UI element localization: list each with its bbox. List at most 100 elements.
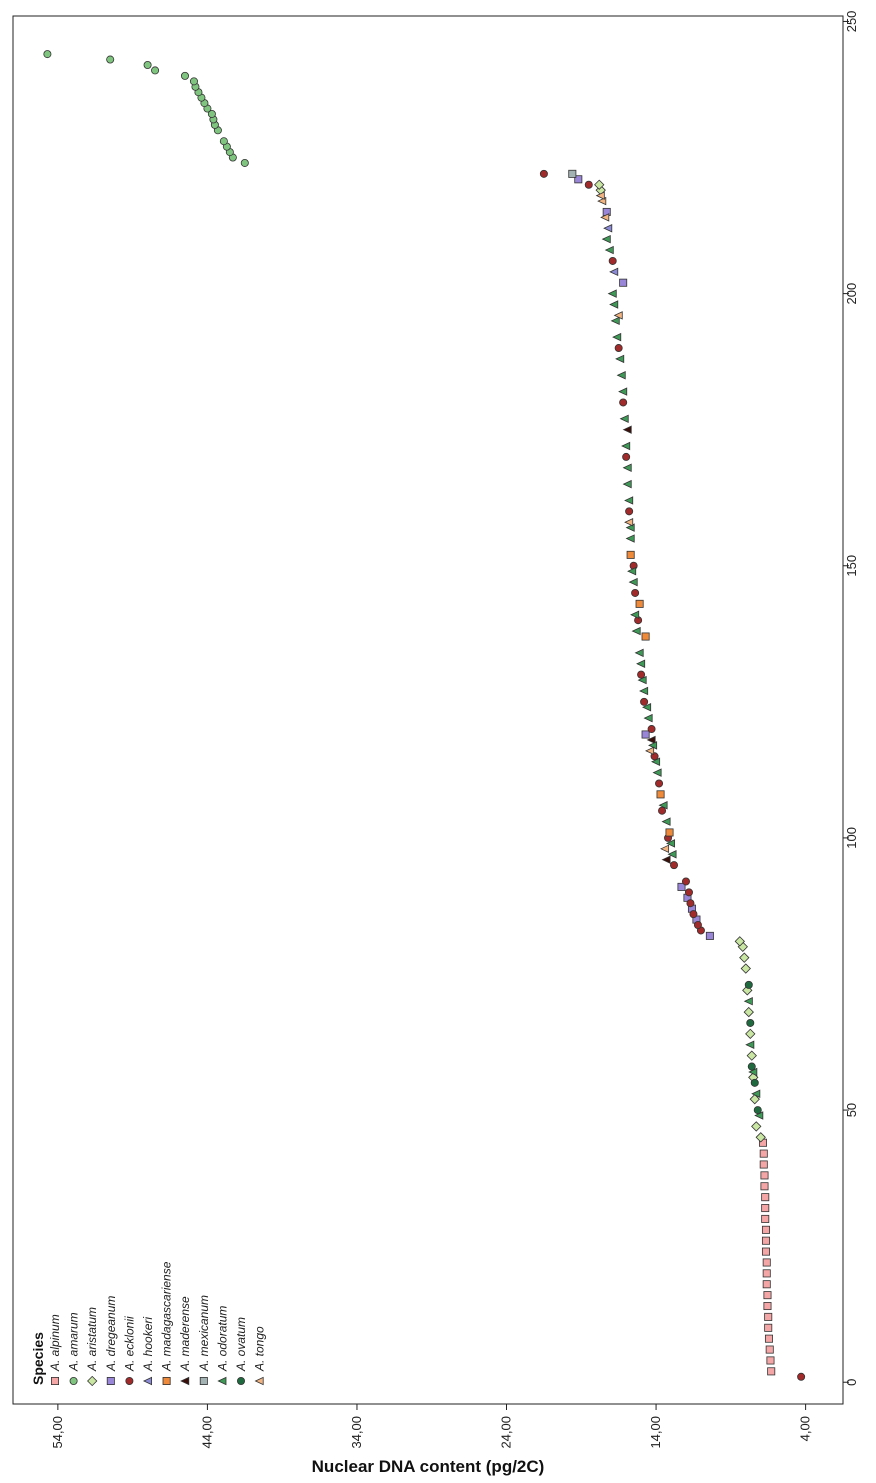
point-odoratum — [652, 768, 662, 777]
y-tick-label: 100 — [844, 827, 859, 849]
legend-label-amarum: A. amarum — [67, 1312, 81, 1372]
point-ecklonii — [686, 899, 695, 908]
x-tick-label: 44,00 — [199, 1416, 214, 1449]
point-alpinum — [762, 1269, 771, 1278]
point-odoratum — [634, 648, 644, 658]
point-odoratum — [745, 1040, 755, 1049]
point-ovatum — [744, 980, 753, 989]
point-amarum — [219, 137, 228, 146]
x-tick-label: 4,00 — [798, 1416, 813, 1441]
legend-label-aristatum: A. aristatum — [85, 1307, 99, 1372]
point-alpinum — [759, 1149, 768, 1158]
point-ecklonii — [650, 752, 659, 761]
point-alpinum — [764, 1323, 773, 1332]
point-ovatum — [750, 1078, 759, 1087]
point-ecklonii — [637, 670, 646, 679]
point-odoratum — [622, 479, 632, 489]
point-odoratum — [751, 1089, 761, 1098]
point-tongo — [613, 311, 623, 320]
legend-symbol-ovatum — [236, 1377, 245, 1386]
point-alpinum — [762, 1258, 771, 1267]
point-odoratum — [667, 850, 677, 859]
point-odoratum — [622, 463, 632, 473]
point-odoratum — [630, 610, 640, 619]
point-ecklonii — [670, 861, 679, 870]
point-dregeanum — [705, 931, 714, 940]
point-ecklonii — [681, 877, 690, 886]
point-amarum — [151, 66, 160, 75]
legend-label-ecklonii: A. ecklonii — [122, 1316, 136, 1372]
point-amarum — [106, 55, 115, 64]
point-odoratum — [743, 996, 753, 1006]
point-aristatum — [740, 963, 751, 974]
x-tick-label: 14,00 — [648, 1416, 663, 1449]
point-odoratum — [636, 659, 646, 668]
point-ecklonii — [684, 888, 693, 897]
point-ecklonii — [584, 180, 593, 189]
point-mexicanum — [568, 169, 577, 178]
point-odoratum — [612, 332, 622, 342]
point-alpinum — [761, 1214, 770, 1223]
point-alpinum — [766, 1356, 775, 1365]
point-ecklonii — [689, 910, 698, 919]
point-odoratum — [643, 713, 653, 723]
point-amarum — [240, 158, 249, 167]
point-hookeri — [609, 267, 619, 277]
point-odoratum — [625, 534, 635, 543]
point-maderense — [661, 855, 671, 864]
point-alpinum — [759, 1160, 768, 1169]
x-tick-label: 34,00 — [349, 1416, 364, 1449]
y-tick-label: 0 — [844, 1379, 859, 1386]
legend-label-maderense: A. maderense — [178, 1296, 192, 1372]
point-ecklonii — [619, 398, 628, 407]
point-alpinum — [764, 1312, 773, 1321]
point-odoratum — [618, 387, 628, 396]
point-odoratum — [661, 817, 671, 826]
legend-label-odoratum: A. odoratum — [215, 1306, 229, 1372]
point-odoratum — [624, 496, 634, 505]
point-ecklonii — [608, 256, 617, 265]
x-tick-label: 54,00 — [50, 1416, 65, 1449]
point-alpinum — [763, 1291, 772, 1300]
point-tongo — [659, 844, 670, 854]
point-odoratum — [642, 703, 652, 712]
point-dregeanum — [574, 175, 583, 184]
point-hookeri — [603, 224, 613, 233]
point-aristatum — [749, 1094, 760, 1105]
point-alpinum — [767, 1367, 776, 1376]
y-tick-label: 250 — [844, 11, 859, 33]
point-dregeanum — [677, 882, 686, 891]
legend-symbol-hookeri — [142, 1376, 153, 1386]
point-odoratum — [637, 675, 647, 685]
point-aristatum — [739, 952, 750, 963]
legend-label-tongo: A. tongo — [253, 1326, 267, 1372]
point-madagascariense — [656, 790, 665, 799]
point-odoratum — [610, 316, 620, 326]
point-odoratum — [648, 741, 658, 750]
point-amarum — [143, 60, 152, 69]
legend-symbol-madagascariense — [162, 1377, 171, 1386]
point-amarum — [189, 77, 198, 86]
point-ecklonii — [693, 921, 702, 930]
legend-label-alpinum: A. alpinum — [48, 1314, 62, 1372]
x-axis-title: Nuclear DNA content (pg/2C) — [312, 1457, 545, 1476]
point-madagascariense — [635, 599, 644, 608]
legend-symbol-odoratum — [217, 1376, 227, 1386]
point-maderense — [622, 425, 632, 434]
point-ovatum — [753, 1106, 762, 1115]
point-odoratum — [607, 289, 617, 298]
data-points — [43, 50, 806, 1381]
legend-label-hookeri: A. hookeri — [141, 1317, 155, 1372]
legend-symbol-aristatum — [87, 1375, 98, 1387]
point-odoratum — [604, 245, 614, 255]
point-tongo — [624, 517, 634, 527]
point-ecklonii — [658, 806, 667, 815]
legend-label-mexicanum: A. mexicanum — [197, 1295, 211, 1372]
x-tick-label: 24,00 — [499, 1416, 514, 1449]
legend-symbol-maderense — [180, 1376, 190, 1386]
point-odoratum — [615, 354, 625, 364]
point-alpinum — [760, 1182, 769, 1191]
point-ecklonii — [640, 697, 649, 706]
point-ecklonii — [625, 507, 634, 516]
